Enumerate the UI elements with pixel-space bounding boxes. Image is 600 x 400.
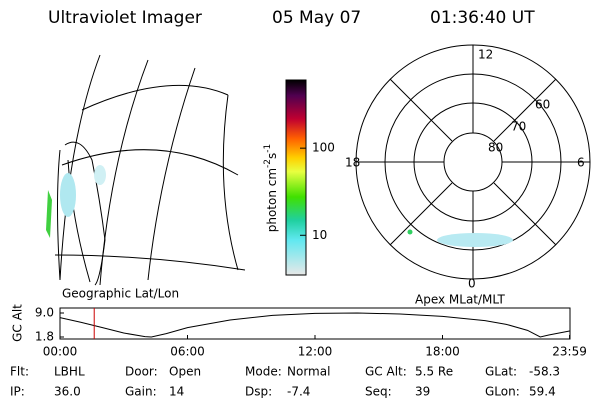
mlat-label: 60 bbox=[535, 98, 550, 112]
x-tick-label: 18:00 bbox=[425, 345, 460, 359]
altitude-ylabel: GC Alt bbox=[11, 304, 25, 342]
colorbar-tick-label: 10 bbox=[312, 228, 327, 242]
info-value: 59.4 bbox=[529, 385, 556, 399]
mlt-label: 6 bbox=[577, 156, 585, 170]
time: 01:36:40 UT bbox=[430, 8, 535, 28]
info-label: GC Alt: bbox=[365, 365, 407, 379]
polar-label: Apex MLat/MLT bbox=[415, 293, 505, 307]
info-value: 36.0 bbox=[54, 385, 81, 399]
info-label: GLon: bbox=[485, 385, 520, 399]
colorbar-label: photon cm-2s-1 bbox=[263, 144, 279, 233]
y-tick-label: 1.8 bbox=[35, 330, 54, 344]
info-label: GLat: bbox=[485, 365, 517, 379]
info-value: -7.4 bbox=[287, 385, 310, 399]
info-label: Flt: bbox=[10, 365, 29, 379]
altitude-line bbox=[59, 312, 570, 338]
altitude-frame bbox=[59, 307, 571, 340]
mlat-label: 70 bbox=[511, 120, 526, 134]
colorbar-tick-label: 100 bbox=[312, 141, 335, 155]
colorbar bbox=[285, 79, 307, 276]
mlt-label: 12 bbox=[478, 48, 493, 62]
mlt-label: 0 bbox=[468, 277, 476, 291]
info-value: -58.3 bbox=[529, 365, 560, 379]
info-value: 5.5 Re bbox=[415, 365, 453, 379]
map-label: Geographic Lat/Lon bbox=[62, 287, 179, 301]
x-tick-label: 00:00 bbox=[43, 345, 78, 359]
info-value: 14 bbox=[169, 385, 184, 399]
x-tick-label: 06:00 bbox=[170, 345, 205, 359]
info-label: Dsp: bbox=[245, 385, 272, 399]
title: Ultraviolet Imager bbox=[48, 8, 202, 28]
x-tick-label: 23:59 bbox=[552, 345, 587, 359]
info-value: Normal bbox=[287, 365, 330, 379]
info-label: Door: bbox=[125, 365, 158, 379]
info-label: Gain: bbox=[125, 385, 157, 399]
info-value: Open bbox=[169, 365, 201, 379]
polar-plot: 12 18 6 0 60 70 80 Apex MLat/MLT bbox=[345, 44, 591, 307]
geo-map: Geographic Lat/Lon bbox=[46, 54, 246, 301]
mlt-label: 18 bbox=[345, 156, 360, 170]
info-label: IP: bbox=[10, 385, 25, 399]
info-label: Mode: bbox=[245, 365, 282, 379]
info-label: Seq: bbox=[365, 385, 392, 399]
mlat-label: 80 bbox=[488, 141, 503, 155]
date: 05 May 07 bbox=[272, 8, 361, 28]
y-tick-label: 9.0 bbox=[35, 306, 54, 320]
x-tick-label: 12:00 bbox=[298, 345, 333, 359]
info-value: 39 bbox=[415, 385, 430, 399]
info-value: LBHL bbox=[54, 365, 85, 379]
